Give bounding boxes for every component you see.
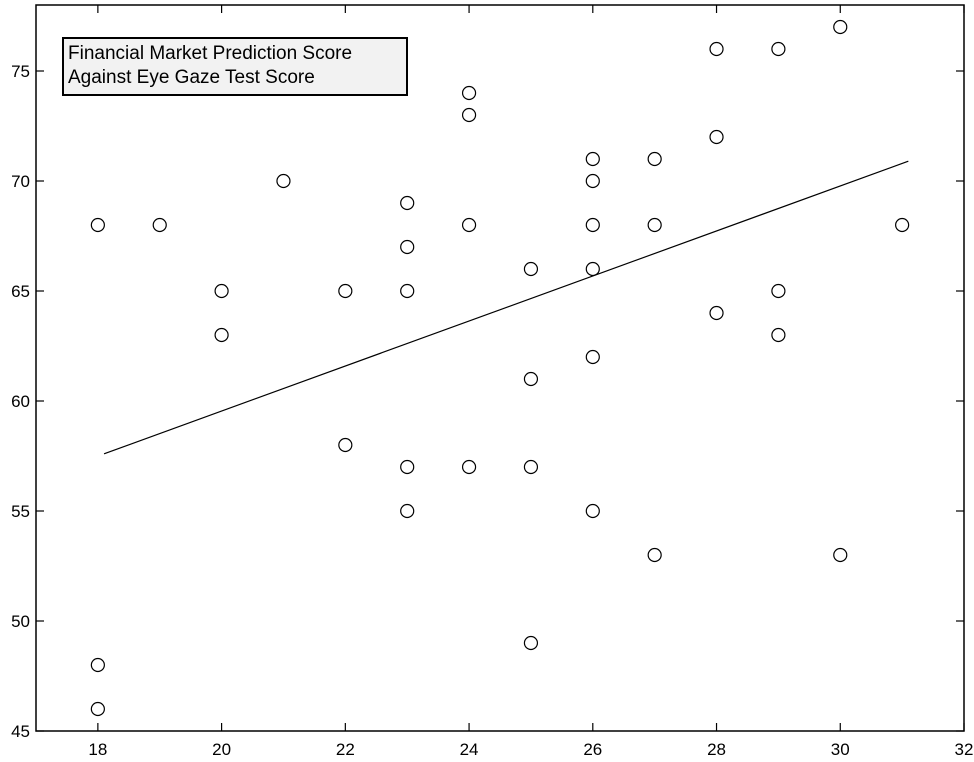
data-point [647, 151, 662, 167]
data-point [461, 459, 477, 475]
data-point [647, 217, 662, 233]
data-point [461, 85, 477, 101]
data-point [152, 217, 167, 233]
data-point [276, 173, 291, 189]
x-tick-label: 26 [583, 740, 602, 759]
y-tick-label: 70 [11, 172, 30, 191]
data-point [585, 173, 600, 189]
x-tick-label: 32 [955, 740, 974, 759]
x-tick-label: 24 [460, 740, 479, 759]
data-point [647, 547, 662, 563]
legend: Financial Market Prediction Score Agains… [62, 37, 408, 96]
y-tick-label: 55 [11, 502, 30, 521]
y-tick-label: 75 [11, 62, 30, 81]
plot-frame [35, 4, 965, 732]
data-points [90, 19, 910, 717]
x-tick-label: 18 [88, 740, 107, 759]
data-point [90, 701, 105, 717]
data-point [523, 635, 539, 651]
legend-line-1: Financial Market Prediction Score [68, 43, 353, 64]
trend-line [103, 160, 909, 455]
data-point [709, 129, 724, 145]
data-point [90, 217, 105, 233]
legend-line-2: Against Eye Gaze Test Score [68, 67, 315, 88]
data-point [90, 657, 105, 673]
data-point [523, 371, 539, 387]
data-point [771, 41, 786, 57]
data-point [461, 217, 477, 233]
data-point [771, 327, 786, 343]
data-point [585, 217, 600, 233]
data-point [709, 305, 724, 321]
y-tick-label: 60 [11, 392, 30, 411]
data-point [585, 151, 600, 167]
x-tick-label: 30 [831, 740, 850, 759]
y-axis: 45 50 55 60 65 70 75 [11, 62, 964, 741]
data-point [338, 283, 353, 299]
data-point [523, 459, 539, 475]
data-point [523, 261, 539, 277]
x-tick-label: 22 [336, 740, 355, 759]
x-tick-label: 20 [212, 740, 231, 759]
data-point [400, 195, 415, 211]
data-point [771, 283, 786, 299]
data-point [833, 547, 848, 563]
data-point [833, 19, 848, 35]
data-point [400, 239, 415, 255]
data-point [400, 459, 415, 475]
data-point [400, 503, 415, 519]
data-point [895, 217, 910, 233]
data-point [338, 437, 353, 453]
x-tick-label: 28 [707, 740, 726, 759]
data-point [214, 283, 229, 299]
data-point [461, 107, 477, 123]
data-point [400, 283, 415, 299]
y-tick-label: 45 [11, 722, 30, 741]
y-tick-label: 65 [11, 282, 30, 301]
y-tick-label: 50 [11, 612, 30, 631]
data-point [585, 503, 600, 519]
data-point [214, 327, 229, 343]
data-point [585, 349, 600, 365]
data-point [709, 41, 724, 57]
x-axis: 18 20 22 24 26 28 30 32 [88, 5, 973, 759]
data-point [585, 261, 600, 277]
